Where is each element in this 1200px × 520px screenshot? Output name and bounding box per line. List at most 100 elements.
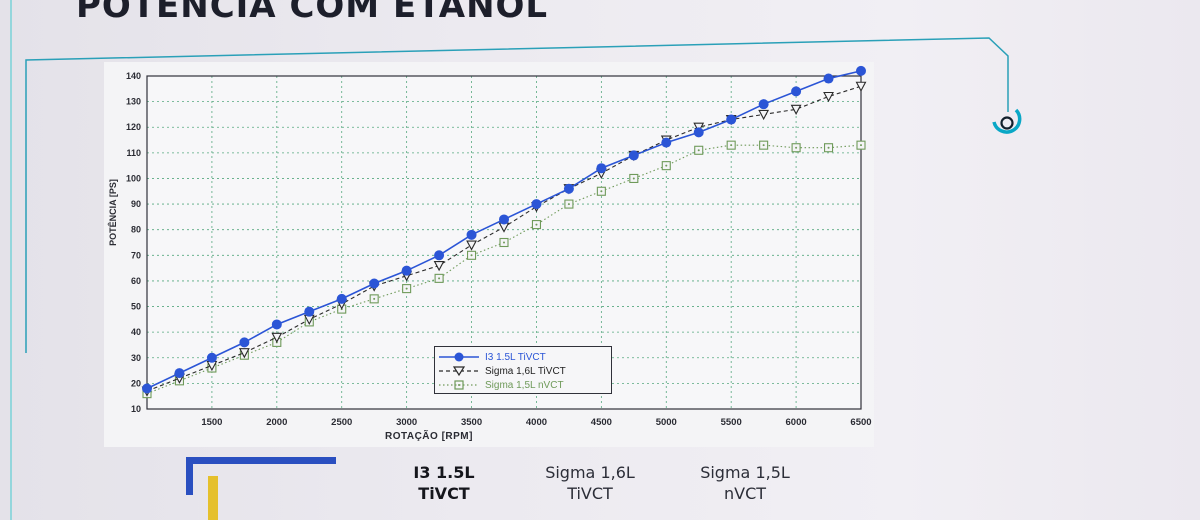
x-tick-label: 4000 [526,417,547,428]
data-point-sigma15-dot [567,203,570,206]
data-point-sigma15-dot [438,277,441,280]
y-tick-label: 60 [131,276,141,286]
y-tick-label: 30 [131,353,141,363]
x-tick-label: 5000 [656,417,677,428]
data-point-sigma16 [823,91,834,103]
x-tick-label: 3000 [396,417,417,428]
x-tick-label: 6500 [850,417,871,428]
engine-label-i3-line2: TiVCT [418,484,470,503]
data-point-sigma15-dot [503,241,505,244]
data-point-i3 [174,368,185,379]
data-point-sigma15-dot [860,144,862,147]
data-point-sigma15-dot [373,297,376,300]
frame-line [25,37,1009,353]
data-point-sigma15-dot [470,254,473,257]
y-tick-label: 100 [126,173,141,183]
plot-frame [146,75,862,410]
brand-bar-blue-vertical [186,457,193,495]
data-point-i3 [206,352,217,363]
data-point-sigma16 [855,81,867,92]
data-point-i3 [239,337,250,348]
y-tick-label: 50 [131,302,141,312]
engine-label-sigma16: Sigma 1,6L TiVCT [535,462,645,504]
x-tick-label: 4500 [591,417,612,428]
brand-bar-blue [186,457,336,464]
engine-label-i3: I3 1.5L TiVCT [400,462,488,504]
engine-label-sigma15-line1: Sigma 1,5L [700,463,790,482]
data-point-sigma15-dot [762,144,765,147]
x-tick-label: 3500 [461,417,482,428]
data-point-i3 [466,229,477,240]
legend-item-i3: I3 1.5L TiVCT [439,350,546,364]
legend-item-sigma15: Sigma 1,5L nVCT [439,378,564,392]
data-point-i3 [499,214,509,225]
data-point-i3 [726,114,737,125]
legend-swatch-sigma15 [439,380,479,390]
data-point-i3 [304,306,315,317]
y-tick-label: 10 [131,404,141,414]
data-point-i3 [142,383,152,394]
data-point-sigma15-dot [730,144,733,147]
data-point-sigma15-dot [827,146,830,149]
legend-label-sigma15: Sigma 1,5L nVCT [485,379,564,391]
data-point-i3 [434,250,445,261]
engine-label-sigma15: Sigma 1,5L nVCT [690,462,800,504]
engine-label-sigma15-line2: nVCT [723,484,767,503]
data-point-i3 [661,137,672,148]
data-point-i3 [401,265,412,276]
data-point-sigma16 [466,240,477,251]
y-tick-label: 70 [131,250,141,260]
data-point-i3 [856,65,866,76]
data-point-sigma16 [790,104,802,115]
legend-swatch-i3 [439,352,479,362]
y-tick-label: 120 [126,122,141,132]
data-point-i3 [693,127,704,138]
y-tick-label: 140 [126,71,141,81]
y-tick-label: 40 [131,327,141,337]
y-tick-label: 130 [126,97,141,107]
chart-legend: I3 1.5L TiVCT Sigma 1,6L TiVCT Sigma 1,5… [434,346,612,394]
legend-label-i3: I3 1.5L TiVCT [485,351,546,363]
left-accent-rule [10,0,12,520]
y-tick-label: 110 [126,148,141,158]
x-tick-label: 2000 [266,417,287,428]
data-point-sigma15-dot [697,149,700,152]
legend-item-sigma16: Sigma 1,6L TiVCT [439,364,566,378]
data-point-i3 [758,99,769,110]
x-tick-label: 2500 [331,417,352,428]
y-tick-label: 20 [131,378,141,388]
data-point-i3 [596,163,607,174]
x-tick-label: 6000 [786,417,807,428]
data-point-sigma16 [238,348,250,359]
data-point-sigma15-dot [600,190,603,193]
x-tick-label: 5500 [721,417,742,428]
target-icon [992,108,1022,134]
legend-swatch-sigma16 [439,366,479,377]
y-tick-label: 90 [131,199,141,209]
x-tick-label: 1500 [201,417,222,428]
x-axis-title: ROTAÇÃO [RPM] [385,429,473,442]
slide-title: POTÊNCIA COM ETANOL [76,0,549,26]
data-point-sigma15-dot [795,146,798,149]
data-point-sigma16 [758,109,770,121]
bottom-engine-labels: I3 1.5L TiVCT Sigma 1,6L TiVCT Sigma 1,5… [0,462,1200,520]
data-point-sigma15-dot [405,287,408,290]
chart-area: 10 20 30 40 50 60 70 80 90 100 110 120 130 140 1500 200… [104,62,874,447]
engine-label-sigma16-line1: Sigma 1,6L [545,463,635,482]
data-point-sigma15-dot [535,223,538,226]
y-axis-title: POTÊNCIA [PS] [107,179,118,246]
engine-label-i3-line1: I3 1.5L [413,463,475,482]
data-point-i3 [823,73,834,84]
data-point-i3 [791,86,802,97]
brand-bar-yellow [208,476,218,520]
data-point-sigma15-dot [632,177,635,180]
data-point-i3 [628,150,639,161]
data-point-i3 [531,199,542,210]
data-point-sigma16 [271,332,283,343]
data-point-i3 [271,319,282,330]
engine-label-sigma16-line2: TiVCT [567,484,613,503]
series-line-sigma15 [146,144,862,395]
data-point-i3 [563,183,574,194]
y-tick-label: 80 [131,225,141,235]
